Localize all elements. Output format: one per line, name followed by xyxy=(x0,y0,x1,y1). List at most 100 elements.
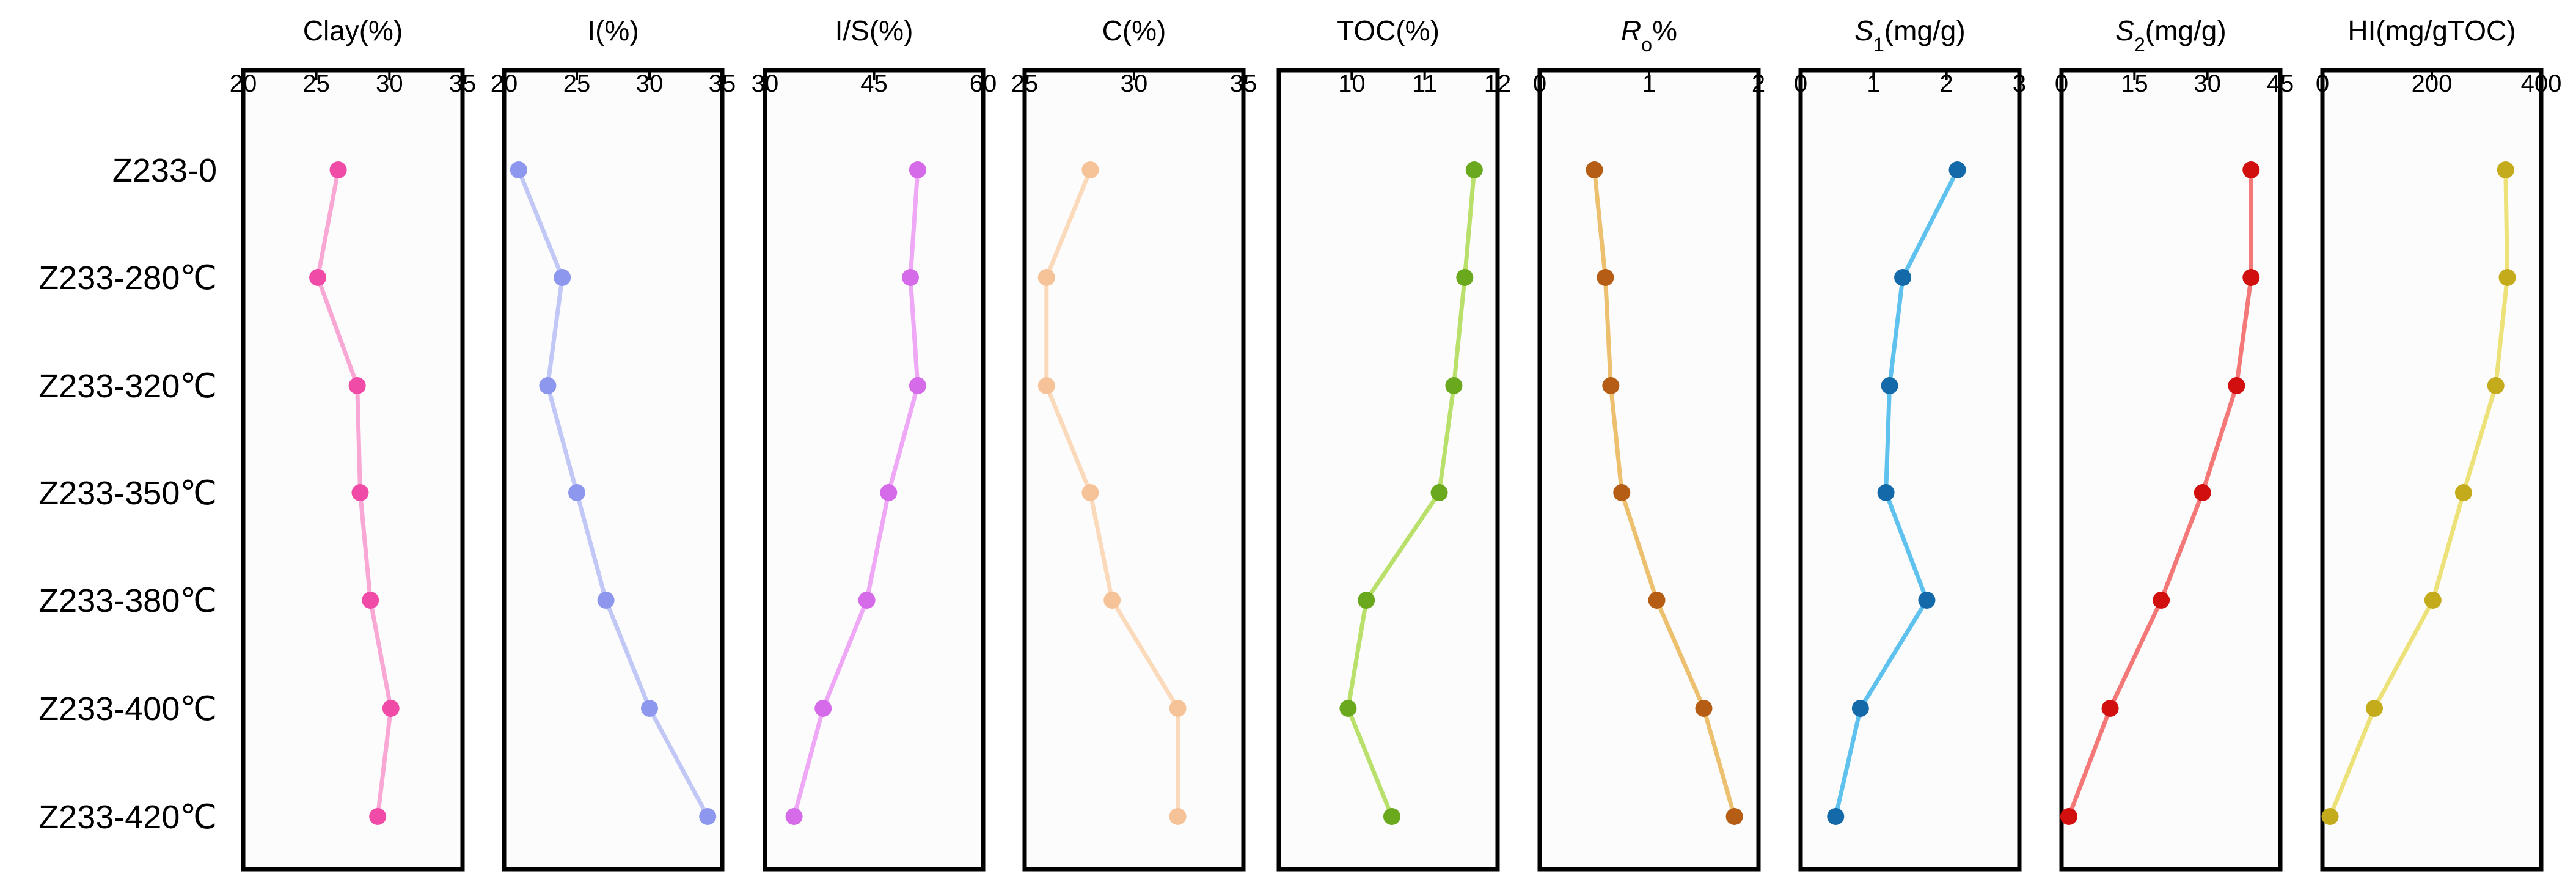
tick-label: 20 xyxy=(491,70,518,97)
data-point xyxy=(1894,269,1912,286)
tick-label: 10 xyxy=(1338,70,1366,97)
data-point xyxy=(1081,484,1099,501)
tick-label: 11 xyxy=(1412,70,1438,97)
panel-frame xyxy=(1276,68,1500,872)
tick-label: 30 xyxy=(636,70,664,97)
panel-is: I/S(%) 30 45 60 xyxy=(752,15,997,872)
data-point xyxy=(641,700,658,717)
data-point xyxy=(554,269,571,286)
data-point xyxy=(1169,700,1187,717)
data-point xyxy=(2228,377,2245,394)
data-point xyxy=(2424,592,2442,609)
data-point xyxy=(1339,700,1357,717)
tick-label: 1 xyxy=(1642,70,1656,97)
data-point xyxy=(909,161,926,178)
panel-frame xyxy=(1022,68,1246,872)
data-point xyxy=(2321,808,2339,825)
panel-c: C(%) 25 30 35 xyxy=(1011,15,1257,872)
tick-label: 30 xyxy=(752,70,779,97)
panel-frame xyxy=(502,68,725,872)
panel-clay: Clay(%) 20 25 30 35 xyxy=(230,15,477,872)
data-point xyxy=(539,377,557,394)
tick-label: 30 xyxy=(376,70,403,97)
data-point xyxy=(2497,161,2514,178)
sample-label: Z233-380℃ xyxy=(38,582,217,619)
data-point xyxy=(1918,592,1936,609)
data-point xyxy=(1465,161,1483,178)
data-point xyxy=(1586,161,1603,178)
data-point xyxy=(1597,269,1614,286)
data-point xyxy=(1695,700,1713,717)
data-point xyxy=(902,269,919,286)
panel-frame xyxy=(241,68,465,872)
data-point xyxy=(309,269,327,286)
panel-frame xyxy=(1537,68,1761,872)
sample-label: Z233-0 xyxy=(112,152,217,189)
panel-frame xyxy=(1798,68,2022,872)
panel-title: Clay(%) xyxy=(303,15,403,46)
sample-label: Z233-420℃ xyxy=(38,799,217,835)
data-point xyxy=(2194,484,2211,501)
data-point xyxy=(814,700,832,717)
panel-toc: TOC(%) 10 11 12 xyxy=(1276,15,1512,872)
data-point xyxy=(1827,808,1845,825)
panel-title: Ro% xyxy=(1621,15,1677,56)
panel-title: S1(mg/g) xyxy=(1854,15,1965,56)
tick-label: 20 xyxy=(230,70,257,97)
data-point xyxy=(510,161,527,178)
panel-illite: I(%) 20 25 30 35 xyxy=(491,15,736,872)
data-point xyxy=(1602,377,1620,394)
data-point xyxy=(1456,269,1474,286)
tick-label: 1 xyxy=(1867,70,1880,97)
data-point xyxy=(329,161,347,178)
tick-label: 0 xyxy=(1794,70,1807,97)
data-point xyxy=(1613,484,1631,501)
panel-hi: HI(mg/gTOC) 0 200 400 xyxy=(2316,15,2561,872)
panel-s1: S1(mg/g) 0 1 2 3 xyxy=(1794,15,2026,872)
panels-group: Clay(%)20 25 30 35I(%)20 25 30 35I/S(%)30 45 60C… xyxy=(230,15,2561,872)
tick-label: 35 xyxy=(449,70,477,97)
data-point xyxy=(1037,377,1055,394)
data-point xyxy=(2153,592,2170,609)
data-point xyxy=(785,808,803,825)
data-point xyxy=(1948,161,1966,178)
panel-title: C(%) xyxy=(1102,15,1166,46)
panel-title: I/S(%) xyxy=(835,15,913,46)
panel-title: I(%) xyxy=(587,15,639,46)
data-point xyxy=(2242,269,2260,286)
data-point xyxy=(369,808,387,825)
data-point xyxy=(1725,808,1743,825)
data-point xyxy=(382,700,400,717)
panel-ro: Ro% 0 1 2 xyxy=(1533,15,1765,872)
data-point xyxy=(1430,484,1448,501)
data-point xyxy=(909,377,926,394)
data-point xyxy=(1881,377,1898,394)
tick-label: 200 xyxy=(2412,70,2453,97)
panel-frame xyxy=(763,68,986,872)
tick-label: 35 xyxy=(709,70,736,97)
tick-label: 3 xyxy=(2013,70,2026,97)
tick-label: 2 xyxy=(1940,70,1953,97)
data-point xyxy=(1877,484,1895,501)
data-point xyxy=(2487,377,2505,394)
tick-label: 45 xyxy=(860,70,888,97)
tick-label: 2 xyxy=(1752,70,1765,97)
data-point xyxy=(1851,700,1869,717)
tick-label: 12 xyxy=(1484,70,1512,97)
tick-label: 45 xyxy=(2267,70,2294,97)
data-point xyxy=(351,484,369,501)
panel-title: TOC(%) xyxy=(1337,15,1440,46)
data-point xyxy=(2366,700,2384,717)
data-point xyxy=(568,484,585,501)
sample-label: Z233-350℃ xyxy=(38,475,217,512)
data-point xyxy=(597,592,615,609)
panel-frame xyxy=(2320,68,2544,872)
panel-title: S2(mg/g) xyxy=(2115,15,2226,56)
tick-label: 30 xyxy=(2194,70,2221,97)
data-point xyxy=(2498,269,2516,286)
tick-label: 35 xyxy=(1230,70,1257,97)
tick-label: 0 xyxy=(2055,70,2068,97)
panel-title: HI(mg/gTOC) xyxy=(2347,15,2516,46)
data-point xyxy=(362,592,379,609)
